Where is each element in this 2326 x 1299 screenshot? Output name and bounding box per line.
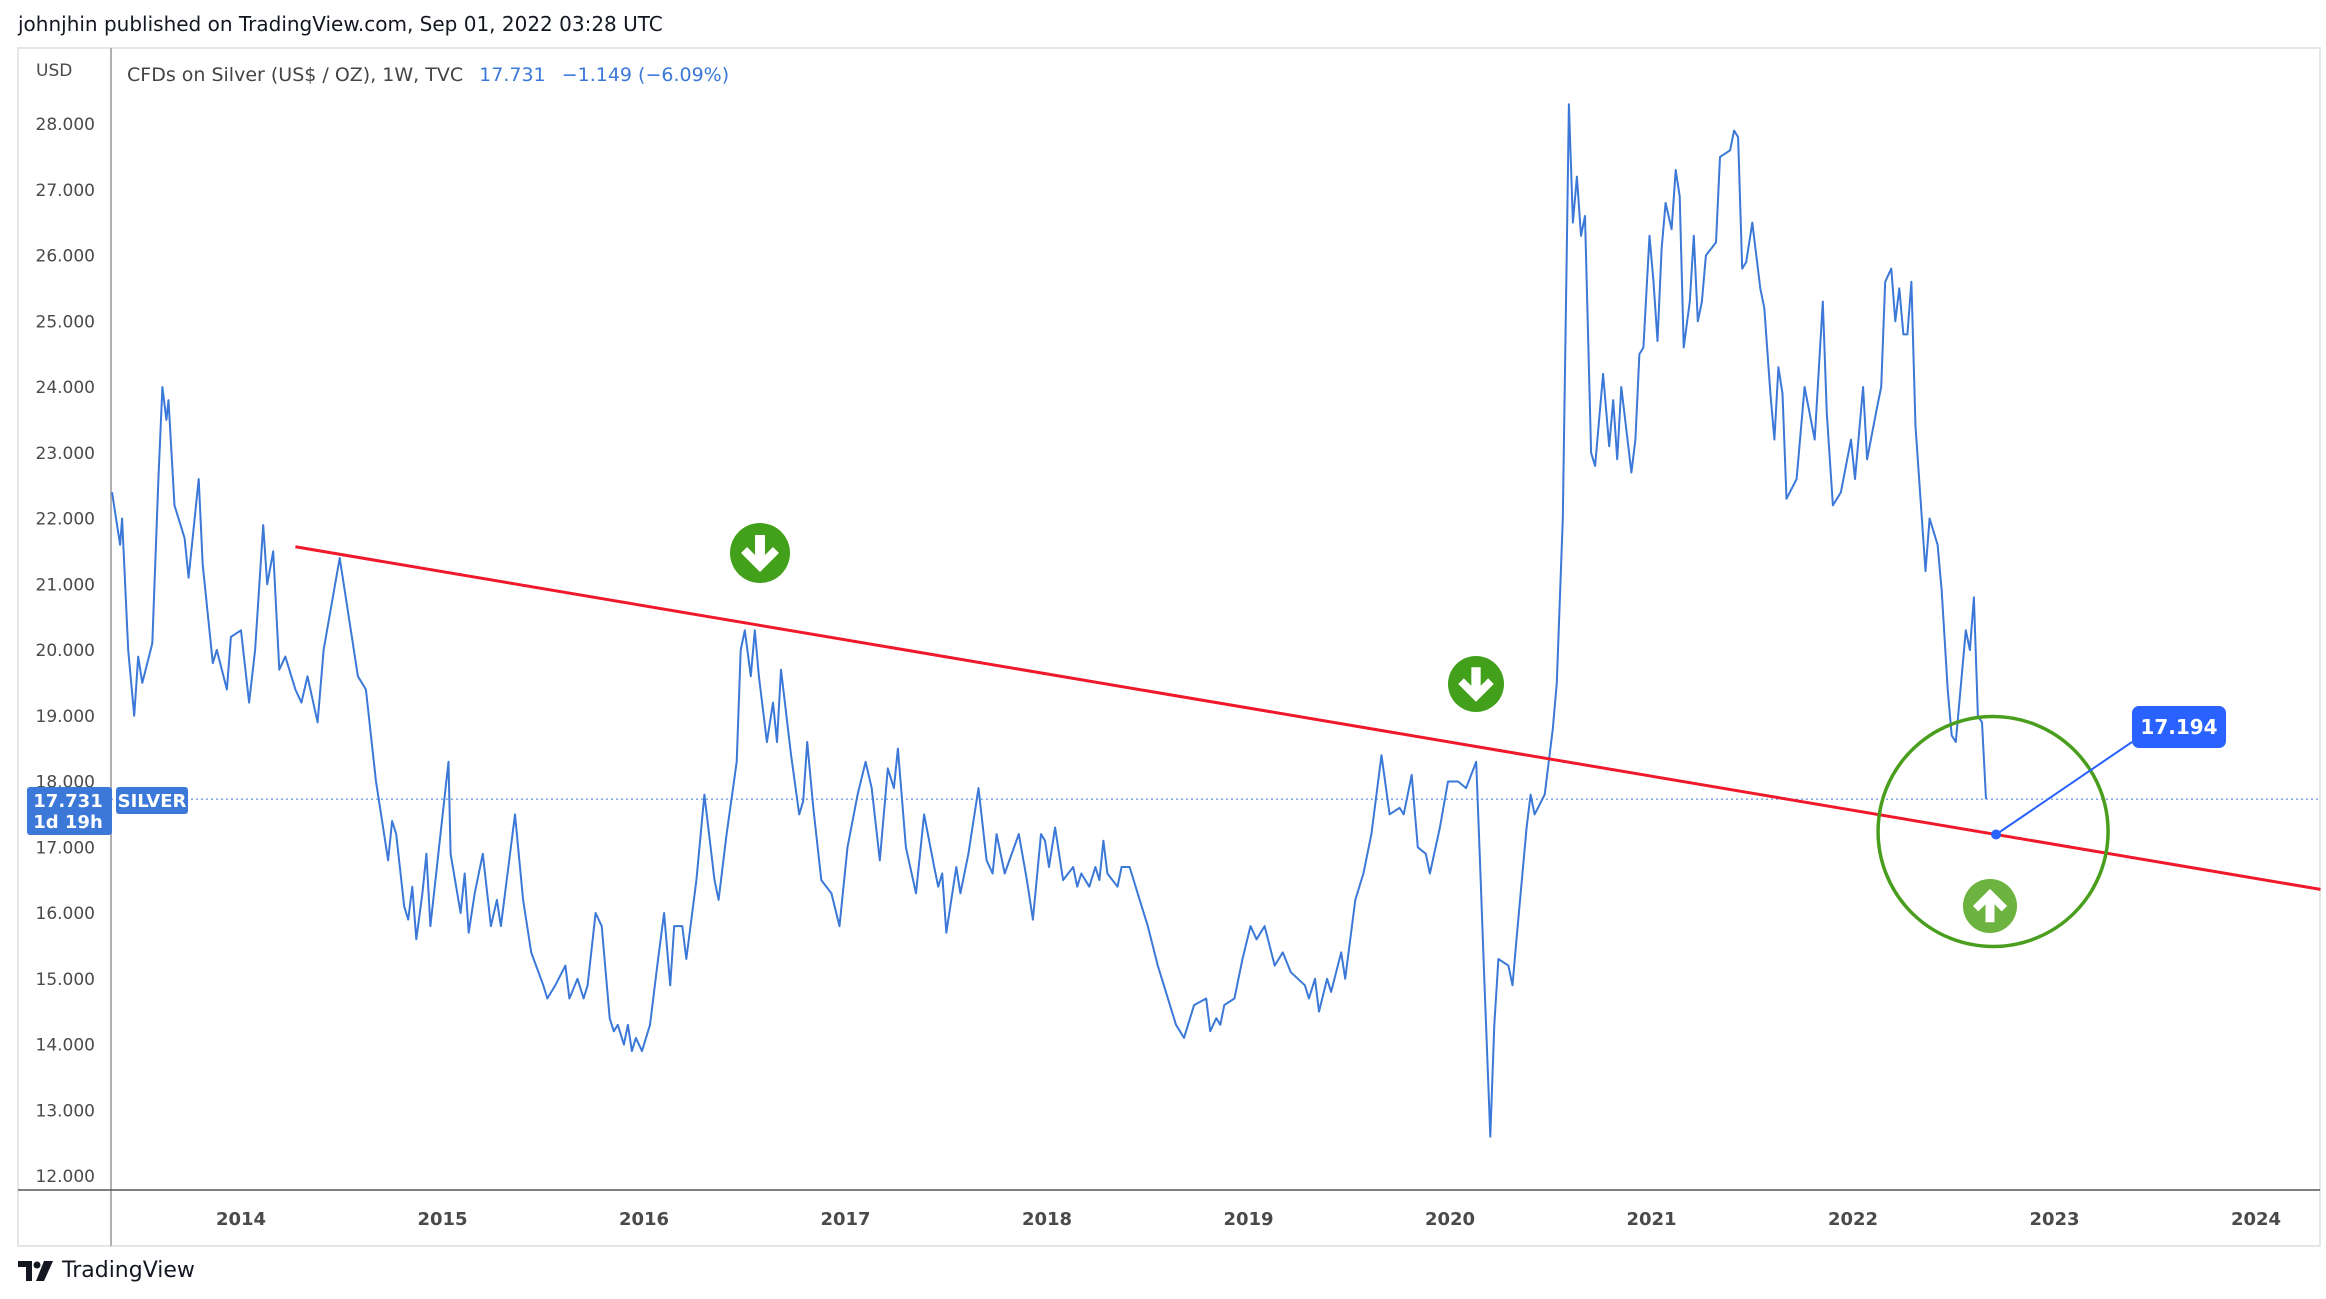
- y-axis-ticks: 28.000 27.000 26.000 25.000 24.000 23.000 22.0…: [36, 115, 95, 1187]
- y-tick-label: 12.000: [36, 1167, 95, 1187]
- x-tick-label: 2022: [1828, 1209, 1878, 1230]
- y-tick-label: 22.000: [36, 510, 95, 530]
- y-tick-label: 16.000: [36, 904, 95, 924]
- publish-info: johnjhin published on TradingView.com, S…: [18, 12, 663, 36]
- x-tick-label: 2016: [619, 1209, 669, 1230]
- y-tick-label: 15.000: [36, 970, 95, 990]
- y-tick-label: 19.000: [36, 707, 95, 727]
- price-callout-text: 17.194: [2140, 715, 2217, 739]
- x-tick-label: 2024: [2231, 1209, 2281, 1230]
- y-tick-label: 26.000: [36, 247, 95, 267]
- x-tick-label: 2017: [820, 1209, 870, 1230]
- y-tick-label: 21.000: [36, 575, 95, 595]
- last-price-value: 17.731: [33, 791, 102, 812]
- callout-anchor[interactable]: [1991, 829, 2002, 840]
- y-tick-label: 23.000: [36, 444, 95, 464]
- x-tick-label: 2015: [417, 1209, 467, 1230]
- legend: CFDs on Silver (US$ / OZ), 1W, TVC 17.73…: [127, 64, 729, 86]
- tradingview-logo-icon: [18, 1260, 53, 1281]
- legend-symbol: CFDs on Silver (US$ / OZ), 1W, TVC: [127, 64, 463, 86]
- y-tick-label: 20.000: [36, 641, 95, 661]
- chart-frame: [17, 47, 2321, 1247]
- highlight-circle[interactable]: [1876, 714, 2110, 949]
- y-tick-label: 14.000: [36, 1036, 95, 1056]
- callout-line: [1995, 741, 2133, 836]
- currency-label: USD: [36, 61, 72, 81]
- x-tick-label: 2021: [1626, 1209, 1676, 1230]
- series-line: [111, 103, 1987, 1138]
- arrow-down-icon: [730, 523, 790, 583]
- arrow-down-icon: [1448, 656, 1504, 712]
- y-tick-label: 24.000: [36, 378, 95, 398]
- bar-countdown: 1d 19h: [33, 812, 103, 833]
- y-tick-label: 28.000: [36, 115, 95, 135]
- x-tick-label: 2019: [1223, 1209, 1273, 1230]
- y-tick-label: 13.000: [36, 1101, 95, 1121]
- x-tick-label: 2014: [216, 1209, 266, 1230]
- y-tick-label: 17.000: [36, 838, 95, 858]
- x-tick-label: 2018: [1022, 1209, 1072, 1230]
- trendline[interactable]: [295, 545, 2321, 891]
- last-price-tag: 17.731 1d 19h SILVER: [27, 787, 188, 835]
- brand-name: TradingView: [62, 1258, 195, 1283]
- footer-brand: TradingView: [18, 1258, 195, 1283]
- x-tick-label: 2023: [2029, 1209, 2079, 1230]
- y-tick-label: 25.000: [36, 312, 95, 332]
- price-callout[interactable]: 17.194: [2132, 706, 2226, 748]
- arrow-markers: [730, 523, 2017, 933]
- legend-last: 17.731: [479, 64, 545, 86]
- y-tick-label: 27.000: [36, 181, 95, 201]
- arrow-up-icon: [1963, 879, 2017, 933]
- x-axis-ticks: 2014 2015 2016 2017 2018 2019 2020 2021 2022 2023…: [216, 1209, 2281, 1230]
- legend-change: −1.149 (−6.09%): [562, 64, 729, 86]
- x-tick-label: 2020: [1425, 1209, 1475, 1230]
- symbol-tag: SILVER: [118, 791, 187, 812]
